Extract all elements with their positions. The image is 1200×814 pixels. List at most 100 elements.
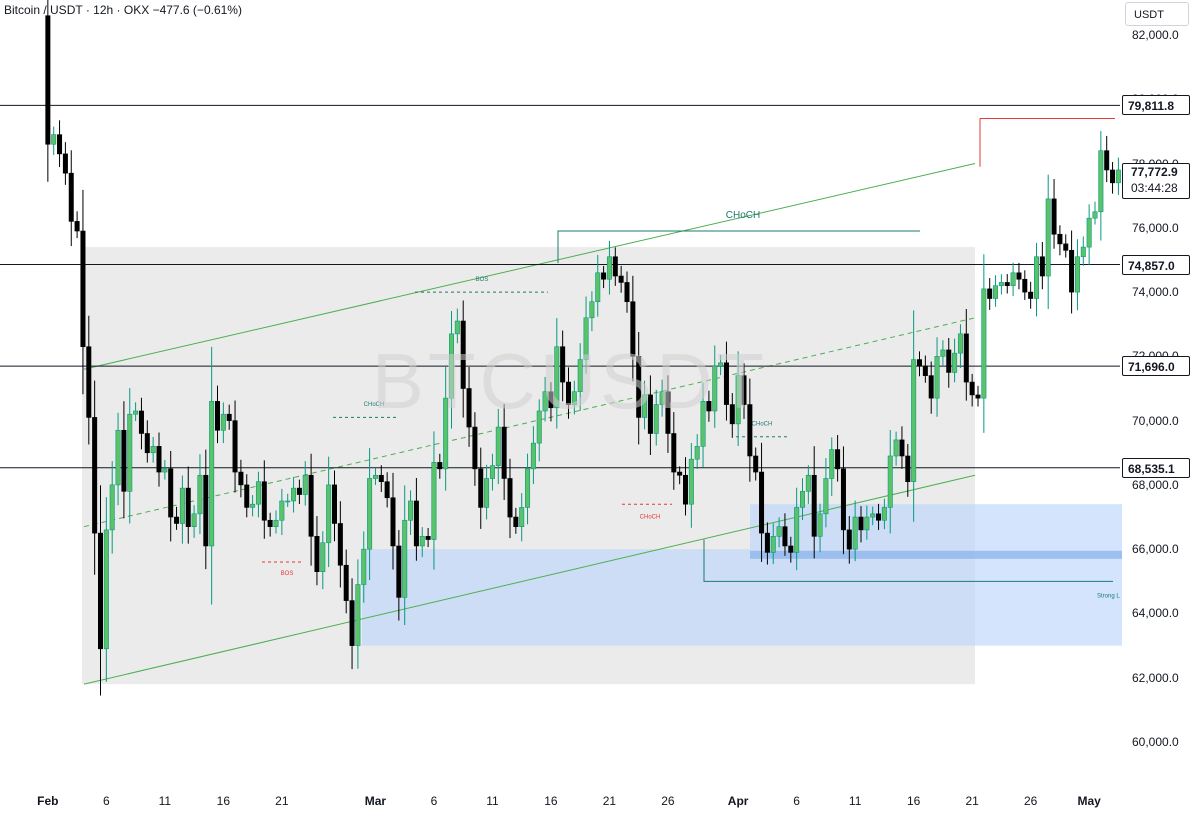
axis-unit-selector[interactable]: USDT (1125, 2, 1189, 26)
candle-body (718, 362, 724, 367)
symbol-name: Bitcoin / USDT (4, 3, 83, 17)
exchange: OKX (123, 3, 150, 17)
candle-body (595, 272, 601, 303)
candle-body (390, 497, 396, 547)
candle-body (852, 516, 858, 550)
candle-body (220, 413, 226, 431)
y-tick-label: 62,000.0 (1132, 670, 1179, 685)
candle-body (238, 471, 244, 486)
candle-body (191, 513, 197, 527)
candle-body (694, 446, 700, 460)
level-price-tag: 74,857.0 (1122, 254, 1190, 275)
candle-body (495, 426, 501, 466)
x-tick-label: 21 (602, 794, 617, 808)
demand-zone-strip (750, 550, 1122, 559)
level-price-tag: 71,696.0 (1122, 356, 1190, 377)
candle-body (952, 352, 958, 373)
candle-body (51, 134, 57, 145)
candle-body (817, 513, 823, 537)
candle-body (846, 529, 852, 550)
candle-body (659, 391, 665, 405)
candle-body (261, 481, 267, 521)
candle-body (1110, 169, 1116, 184)
candle-body (682, 474, 688, 505)
horizontal-levels (0, 104, 1120, 469)
x-tick-label: 26 (661, 794, 675, 808)
candle-body (811, 474, 817, 537)
candle-body (443, 397, 449, 470)
candle-body (1104, 150, 1110, 171)
candle-body (753, 455, 759, 473)
candle-body (805, 474, 811, 492)
candle-body (408, 500, 414, 521)
x-tick-label: 16 (216, 794, 231, 808)
candle-body (144, 433, 150, 454)
y-tick-label: 60,000.0 (1132, 735, 1179, 749)
candle-body (402, 519, 408, 598)
candle-body (987, 288, 993, 299)
candle-body (285, 500, 291, 503)
choch-left-label: CHoCH (364, 402, 385, 408)
candle-body (103, 529, 109, 650)
candle-body (642, 394, 648, 418)
symbol-header[interactable]: Bitcoin / USDT · 12h · OKX −477.6 (−0.61… (4, 3, 242, 17)
candle-body (472, 426, 478, 470)
y-tick-label: 70,000.0 (1132, 413, 1179, 428)
candle-body (519, 507, 525, 527)
candle-body (993, 285, 999, 299)
candle-body (554, 346, 560, 409)
candle-body (273, 519, 279, 527)
choch-main-line (557, 230, 920, 264)
candle-body (998, 282, 1004, 286)
candle-body (1010, 272, 1016, 286)
candle-body (565, 381, 571, 405)
candle-body (372, 474, 378, 479)
candle-body (174, 516, 180, 524)
candle-body (244, 484, 250, 508)
candle-body (770, 536, 776, 553)
candle-body (355, 584, 361, 646)
candle-body (45, 15, 51, 145)
candle-body (601, 272, 607, 280)
candle-body (940, 349, 946, 357)
candle-body (168, 468, 174, 518)
x-tick-label: Apr (727, 794, 749, 808)
candle-body (349, 600, 355, 646)
candle-body (413, 500, 419, 547)
candle-body (1098, 150, 1104, 213)
candle-body (454, 320, 460, 335)
candle-body (291, 487, 297, 502)
candle-body (729, 404, 735, 425)
candle-body (86, 346, 92, 418)
choch-main-label: CHoCH (726, 210, 760, 221)
candle-body (905, 455, 911, 482)
candle-body (776, 526, 782, 537)
level-price-tag: 79,811.8 (1122, 95, 1190, 116)
choch-red-label: CHoCH (640, 515, 661, 521)
structure-annotations: CHoCH BOS CHoCH CHoCH BOS CHoCH Strong L (262, 210, 1120, 599)
candle-body (489, 465, 495, 479)
sep-2: · (116, 3, 121, 17)
candle-body (1080, 246, 1086, 258)
interval: 12h (93, 3, 114, 17)
candle-body (1069, 250, 1075, 293)
candle-body (437, 462, 443, 470)
candle-body (501, 426, 507, 479)
candle-body (121, 429, 127, 492)
candle-body (589, 301, 595, 319)
x-tick-label: 26 (1023, 794, 1038, 808)
candle-body (829, 449, 835, 479)
candle-body (308, 474, 314, 537)
candle-body (115, 429, 121, 486)
candle-body (677, 471, 683, 476)
candle-body (870, 513, 876, 518)
candle-body (331, 484, 337, 524)
x-tick-label: 21 (275, 794, 289, 808)
candle-body (1039, 256, 1045, 277)
candle-body (232, 420, 238, 473)
x-tick-label: 6 (103, 794, 110, 808)
y-tick-label: 66,000.0 (1132, 542, 1179, 557)
candle-body (80, 230, 86, 348)
candle-body (899, 439, 905, 457)
